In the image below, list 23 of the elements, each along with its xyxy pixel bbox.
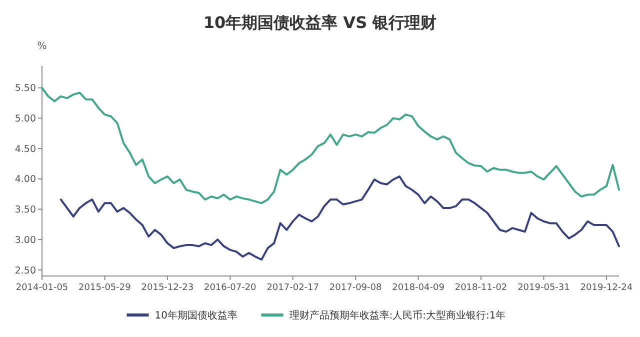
x-tick-label: 2016-07-20 xyxy=(204,283,257,293)
x-tick-label: 2015-12-23 xyxy=(141,283,194,293)
y-tick-label: 5.00 xyxy=(14,114,36,125)
y-axis-title: % xyxy=(37,41,47,52)
x-tick-label: 2015-05-29 xyxy=(78,283,132,293)
legend-label: 10年期国债收益率 xyxy=(154,310,238,322)
line-series xyxy=(41,86,620,204)
legend-label: 理财产品预期年收益率:人民币:大型商业银行:1年 xyxy=(289,310,506,322)
chart-title: 10年期国债收益率 VS 银行理财 xyxy=(203,13,437,32)
y-tick-label: 2.50 xyxy=(14,265,36,276)
y-tick-label: 3.50 xyxy=(14,204,36,216)
x-tick-label: 2017-09-08 xyxy=(329,283,382,293)
x-tick-label: 2019-12-24 xyxy=(580,283,633,293)
y-tick-label: 3.00 xyxy=(14,234,36,246)
y-tick-label: 5.50 xyxy=(14,83,36,94)
x-tick-label: 2018-04-09 xyxy=(392,283,445,293)
y-tick-label: 4.50 xyxy=(14,144,36,155)
x-tick-label: 2019-05-31 xyxy=(518,283,570,293)
line-series xyxy=(60,175,620,261)
x-tick-label: 2017-02-17 xyxy=(266,283,320,293)
x-tick-label: 2018-11-02 xyxy=(454,283,508,293)
x-tick-label: 2014-01-05 xyxy=(16,283,68,293)
y-tick-label: 4.00 xyxy=(14,174,36,186)
